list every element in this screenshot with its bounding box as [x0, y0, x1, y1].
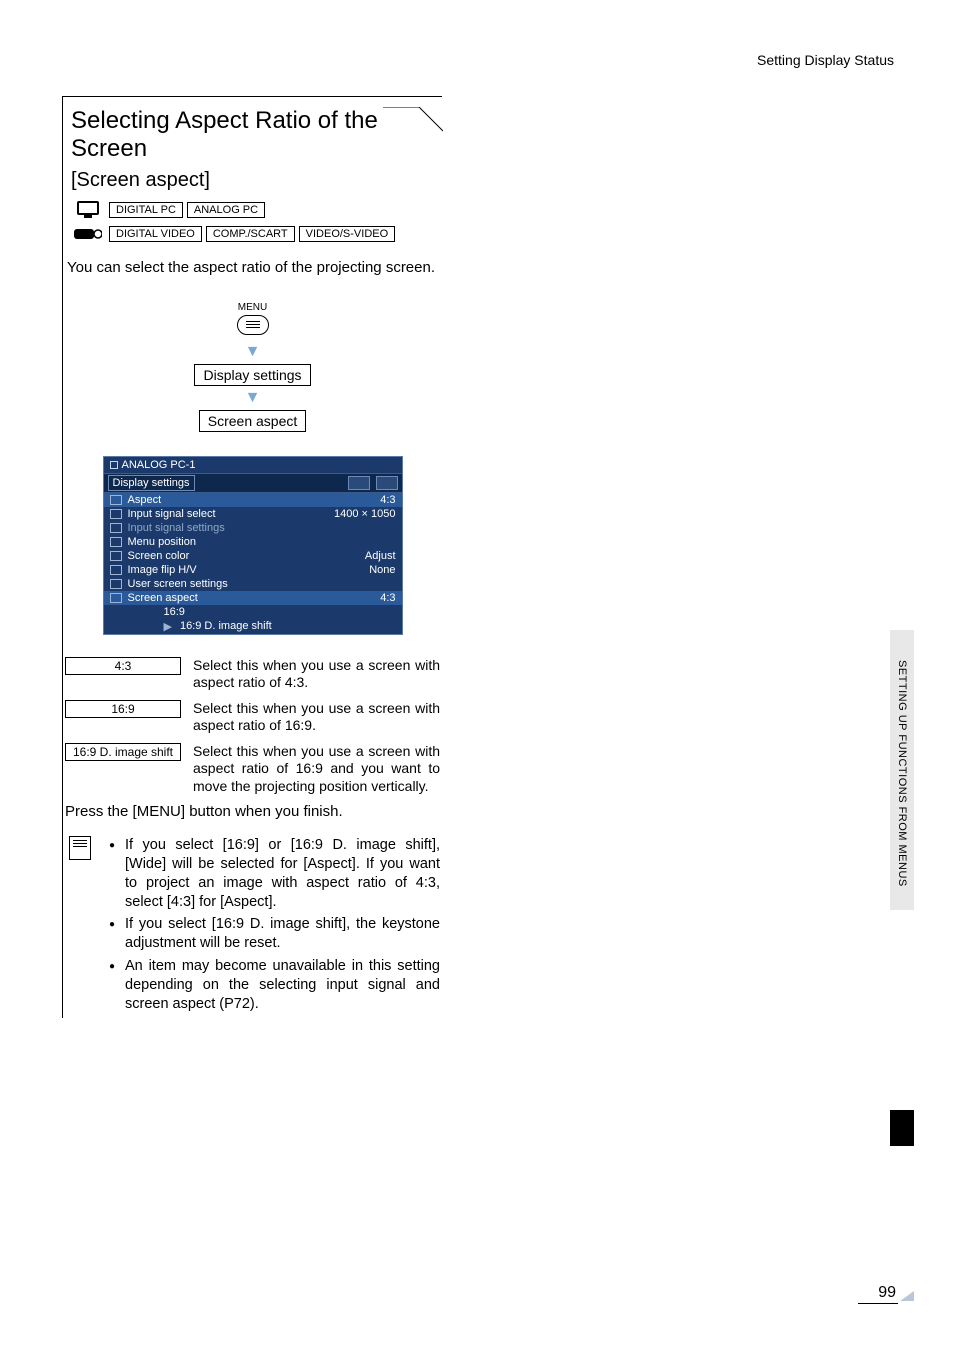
triangle-icon: ▶: [164, 620, 172, 633]
menu-row-icon: [110, 593, 122, 603]
badge-video-svideo: VIDEO/S-VIDEO: [299, 226, 396, 242]
menu-sub-value: 16:9 D. image shift: [180, 620, 272, 632]
page-number: 99: [858, 1284, 898, 1304]
option-label: 16:9: [65, 700, 181, 718]
menu-row-key: User screen settings: [128, 578, 390, 590]
option-row: 16:9 D. image shift Select this when you …: [65, 743, 440, 796]
tab-icon: [376, 476, 398, 490]
note-list: If you select [16:9] or [16:9 D. image s…: [109, 836, 440, 1018]
menu-row: Screen aspect 4:3: [104, 591, 402, 605]
menu-row-icon: [110, 579, 122, 589]
menu-screenshot: ANALOG PC-1 Display settings Aspect4:3In…: [103, 456, 403, 635]
flow-step-display-settings: Display settings: [194, 364, 310, 386]
menu-button-icon: [237, 315, 269, 335]
title-decoration: [383, 107, 443, 147]
nav-flow: MENU ▼ Display settings ▼ Screen aspect: [63, 302, 442, 432]
menu-row-key: Input signal select: [128, 508, 329, 520]
option-desc: Select this when you use a screen with a…: [193, 700, 440, 735]
menu-sub-value: 16:9: [164, 606, 185, 618]
menu-label: MENU: [63, 302, 442, 313]
menu-row-icon: [110, 509, 122, 519]
option-row: 16:9 Select this when you use a screen wi…: [65, 700, 440, 735]
menu-row-icon: [110, 551, 122, 561]
section-subtitle: [Screen aspect]: [63, 169, 442, 192]
source-row-pc: DIGITAL PC ANALOG PC: [71, 200, 442, 220]
menu-signal-name: ANALOG PC-1: [104, 457, 402, 473]
menu-row-icon: [110, 523, 122, 533]
option-desc: Select this when you use a screen with a…: [193, 743, 440, 796]
arrow-down-icon: ▼: [63, 344, 442, 360]
page-header: Setting Display Status: [757, 52, 894, 68]
option-label: 4:3: [65, 657, 181, 675]
menu-row-value: Adjust: [365, 550, 396, 562]
menu-sub-row: 16:9: [104, 605, 402, 619]
finish-text: Press the [MENU] button when you finish.: [63, 803, 442, 820]
side-section-label: SETTING UP FUNCTIONS FROM MENUS: [896, 660, 908, 887]
menu-row-icon: [110, 565, 122, 575]
section-title-row: Selecting Aspect Ratio of the Screen: [63, 107, 442, 163]
side-tab-current: [890, 1110, 914, 1146]
note-icon: [69, 836, 91, 860]
arrow-down-icon: ▼: [63, 390, 442, 406]
menu-row-key: Screen aspect: [128, 592, 375, 604]
menu-row-value: None: [369, 564, 395, 576]
menu-tab-row: Display settings: [104, 473, 402, 493]
camera-icon: [71, 224, 105, 244]
source-badges: DIGITAL PC ANALOG PC DIGITAL VIDEO COMP.…: [63, 200, 442, 244]
menu-row-key: Input signal settings: [128, 522, 390, 534]
menu-row: Screen color Adjust: [104, 549, 402, 563]
menu-row: Input signal settings: [104, 521, 402, 535]
note-item: An item may become unavailable in this s…: [109, 957, 440, 1014]
badge-digital-pc: DIGITAL PC: [109, 202, 183, 218]
note-box: If you select [16:9] or [16:9 D. image s…: [63, 836, 442, 1018]
menu-tab-label: Display settings: [108, 475, 195, 491]
signal-icon: [110, 461, 118, 469]
menu-row-value: 4:3: [380, 592, 395, 604]
badge-analog-pc: ANALOG PC: [187, 202, 265, 218]
source-row-video: DIGITAL VIDEO COMP./SCART VIDEO/S-VIDEO: [71, 224, 442, 244]
menu-row-key: Aspect: [128, 494, 375, 506]
menu-body: Aspect4:3Input signal select1400 × 1050I…: [104, 493, 402, 634]
flow-step-screen-aspect: Screen aspect: [199, 410, 307, 432]
menu-row-icon: [110, 537, 122, 547]
menu-sub-row: ▶ 16:9 D. image shift: [104, 619, 402, 634]
option-label: 16:9 D. image shift: [65, 743, 181, 761]
page-decoration: [900, 1291, 914, 1301]
note-item: If you select [16:9] or [16:9 D. image s…: [109, 836, 440, 911]
badge-digital-video: DIGITAL VIDEO: [109, 226, 202, 242]
badge-comp-scart: COMP./SCART: [206, 226, 295, 242]
signal-label: ANALOG PC-1: [122, 459, 196, 471]
option-desc: Select this when you use a screen with a…: [193, 657, 440, 692]
menu-row: Image flip H/V None: [104, 563, 402, 577]
menu-row-key: Menu position: [128, 536, 390, 548]
menu-row-key: Image flip H/V: [128, 564, 364, 576]
monitor-icon: [71, 200, 105, 220]
menu-row-value: 1400 × 1050: [334, 508, 395, 520]
tab-icon: [348, 476, 370, 490]
menu-row-icon: [110, 495, 122, 505]
menu-row: Input signal select 1400 × 1050: [104, 507, 402, 521]
option-row: 4:3 Select this when you use a screen wit…: [65, 657, 440, 692]
main-column: Selecting Aspect Ratio of the Screen [Sc…: [62, 96, 442, 1018]
menu-row: Menu position: [104, 535, 402, 549]
note-item: If you select [16:9 D. image shift], the…: [109, 915, 440, 953]
intro-text: You can select the aspect ratio of the p…: [63, 248, 442, 278]
menu-row: Aspect 4:3: [104, 493, 402, 507]
menu-row-value: 4:3: [380, 494, 395, 506]
menu-row-key: Screen color: [128, 550, 359, 562]
menu-row: User screen settings: [104, 577, 402, 591]
option-list: 4:3 Select this when you use a screen wit…: [63, 657, 442, 796]
